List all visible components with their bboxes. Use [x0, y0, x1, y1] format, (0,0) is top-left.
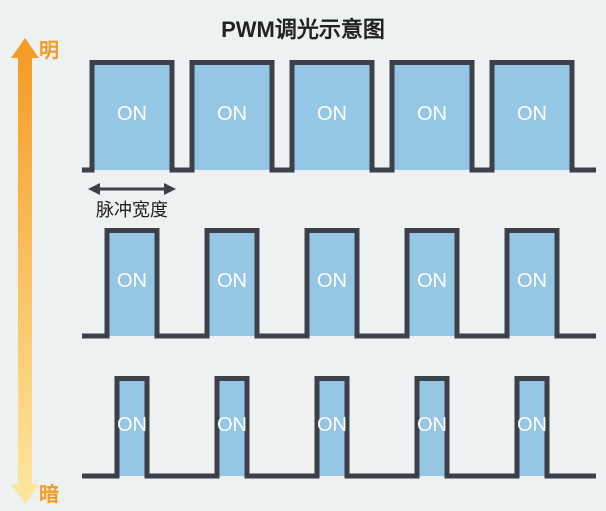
pwm-diagram: PWM调光示意图明暗 ON ON ON ON ON 脉冲宽度 ON ON ON ON ON ON ON ON…	[0, 0, 606, 511]
pulse-on-label: ON	[492, 103, 572, 126]
pulse-on-label: ON	[407, 270, 457, 293]
pulse-on-label: ON	[507, 270, 557, 293]
pulse-on-label: ON	[117, 414, 147, 437]
pulse-on-label: ON	[317, 414, 347, 437]
axis-label-bright: 明	[39, 34, 59, 63]
pulse-on-label: ON	[517, 414, 547, 437]
pulse-on-label: ON	[92, 103, 172, 126]
axis-label-dim: 暗	[39, 478, 59, 507]
pulse-on-label: ON	[292, 103, 372, 126]
pulse-on-label: ON	[217, 414, 247, 437]
pulse-on-label: ON	[417, 414, 447, 437]
pulse-on-label: ON	[107, 270, 157, 293]
pulse-on-label: ON	[307, 270, 357, 293]
pulse-on-label: ON	[207, 270, 257, 293]
pulse-on-label: ON	[192, 103, 272, 126]
pulse-width-label: 脉冲宽度	[96, 196, 168, 222]
brightness-axis-arrow	[5, 38, 45, 504]
pulse-on-label: ON	[392, 103, 472, 126]
diagram-title: PWM调光示意图	[0, 12, 606, 44]
